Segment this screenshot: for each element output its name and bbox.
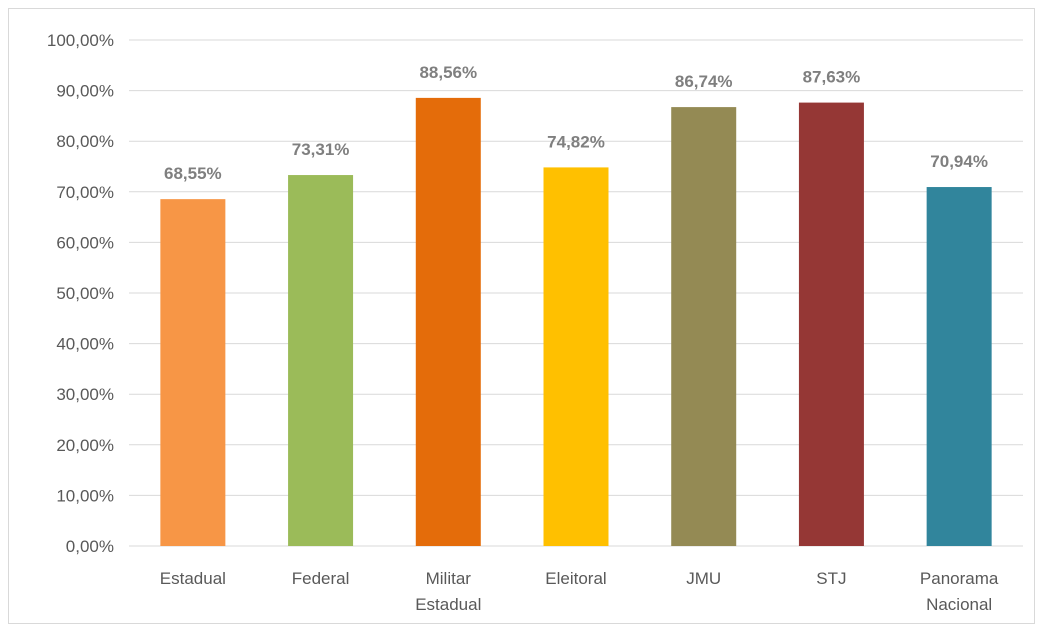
y-tick-label: 0,00% xyxy=(66,537,114,556)
data-label: 88,56% xyxy=(419,63,477,82)
data-label: 70,94% xyxy=(930,152,988,171)
y-tick-label: 60,00% xyxy=(56,233,114,252)
x-category-label: JMU xyxy=(686,569,721,588)
y-tick-label: 100,00% xyxy=(47,31,114,50)
bar xyxy=(160,199,226,546)
x-category-label: Eleitoral xyxy=(545,569,606,588)
x-category-label: Militar xyxy=(426,569,472,588)
y-tick-label: 30,00% xyxy=(56,385,114,404)
bar xyxy=(288,175,354,547)
x-category-label: Estadual xyxy=(160,569,226,588)
data-label: 68,55% xyxy=(164,164,222,183)
bar xyxy=(798,102,864,547)
y-tick-label: 80,00% xyxy=(56,132,114,151)
y-tick-label: 50,00% xyxy=(56,284,114,303)
bar xyxy=(926,187,992,547)
bar xyxy=(543,167,609,546)
x-category-label: Panorama xyxy=(920,569,999,588)
y-tick-label: 90,00% xyxy=(56,82,114,101)
x-category-label: Estadual xyxy=(415,595,481,614)
y-tick-label: 20,00% xyxy=(56,436,114,455)
data-label: 87,63% xyxy=(803,68,861,87)
x-category-label: STJ xyxy=(816,569,846,588)
y-tick-label: 40,00% xyxy=(56,335,114,354)
x-category-label: Nacional xyxy=(926,595,992,614)
data-label: 86,74% xyxy=(675,72,733,91)
x-category-label: Federal xyxy=(292,569,350,588)
y-tick-label: 70,00% xyxy=(56,183,114,202)
bar xyxy=(671,107,737,547)
bar xyxy=(415,97,481,546)
data-label: 74,82% xyxy=(547,132,605,151)
data-label: 73,31% xyxy=(292,140,350,159)
y-tick-label: 10,00% xyxy=(56,486,114,505)
